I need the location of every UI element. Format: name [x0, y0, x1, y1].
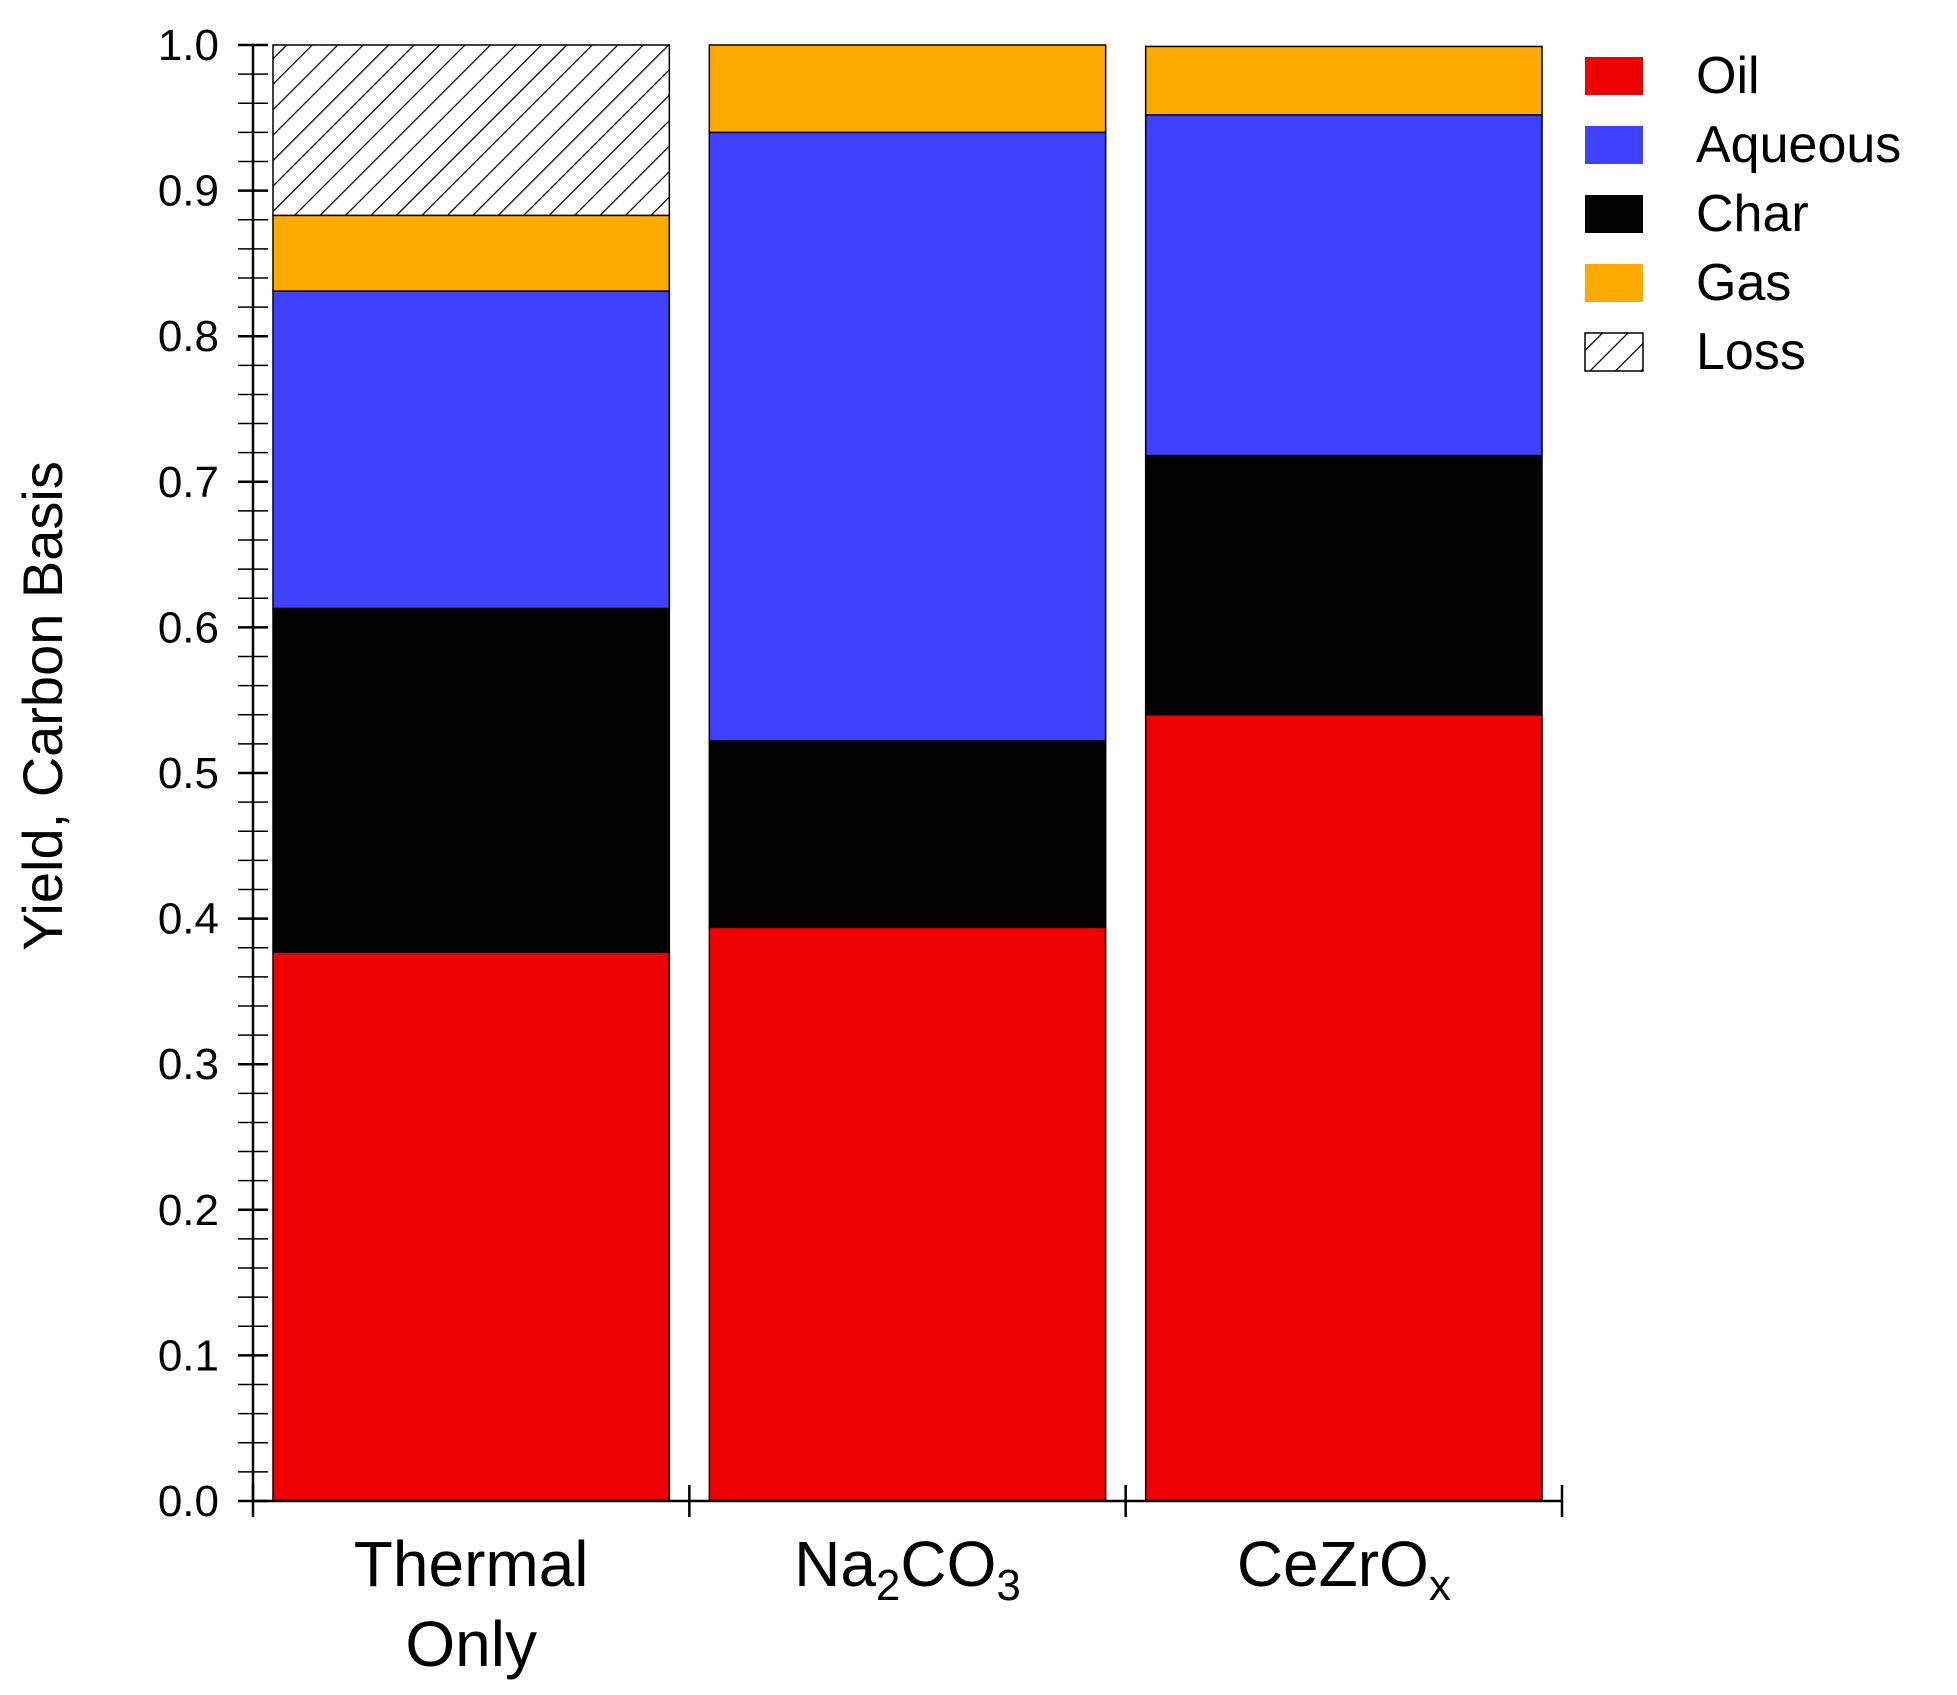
legend-item-char: Char: [1585, 185, 1809, 243]
y-tick-label: 0.7: [158, 458, 219, 507]
bar-gas-0: [272, 214, 671, 292]
y-tick-label: 0.6: [158, 603, 219, 652]
bar-aqueous-0: [272, 290, 671, 610]
legend-swatch: [1585, 126, 1643, 164]
x-category-label: CeZrOx: [1237, 1528, 1451, 1610]
legend: Oil Aqueous Char Gas Loss: [1584, 47, 1901, 381]
legend-label: Loss: [1696, 323, 1806, 381]
bar-char-1: [708, 740, 1107, 929]
x-category-label: Only: [405, 1608, 537, 1680]
y-axis-label: Yield, Carbon Basis: [11, 461, 74, 951]
bar-oil-2: [1144, 714, 1543, 1502]
x-axis: Thermal Only Na2CO3 CeZrOx: [251, 1485, 1564, 1680]
bar-oil-1: [708, 926, 1107, 1502]
legend-label: Aqueous: [1696, 116, 1901, 174]
y-tick-label: 0.9: [158, 167, 219, 216]
x-category-label: Thermal: [354, 1528, 589, 1600]
y-tick-label: 0.8: [158, 312, 219, 361]
y-tick-label: 0.2: [158, 1186, 219, 1235]
y-tick-label: 0.5: [158, 749, 219, 798]
y-tick-label: 0.1: [158, 1331, 219, 1380]
x-category-label: Na2CO3: [794, 1528, 1021, 1610]
legend-label: Oil: [1696, 47, 1760, 105]
bars-layer: [272, 44, 1543, 1502]
bar-aqueous-1: [708, 131, 1107, 742]
bar-oil-0: [272, 951, 671, 1502]
y-axis: 0.0 0.1 0.2 0.3 0.4 0.5 0.6 0.7 0.8 0.9 1.0: [158, 21, 268, 1526]
legend-item-gas: Gas: [1585, 254, 1791, 312]
legend-item-aqueous: Aqueous: [1585, 116, 1901, 174]
legend-label: Gas: [1696, 254, 1791, 312]
bar-char-2: [1144, 454, 1543, 716]
y-tick-label: 0.4: [158, 895, 219, 944]
legend-label: Char: [1696, 185, 1809, 243]
legend-swatch: [1585, 195, 1643, 233]
y-tick-label: 0.0: [158, 1477, 219, 1526]
bar-gas-1: [708, 44, 1107, 134]
legend-swatch: [1585, 57, 1643, 95]
legend-item-loss: Loss: [1584, 323, 1806, 381]
bar-aqueous-2: [1144, 114, 1543, 457]
bar-char-0: [272, 607, 671, 953]
bar-loss-0: [272, 44, 671, 217]
legend-item-oil: Oil: [1585, 47, 1760, 105]
legend-swatch: [1585, 264, 1643, 302]
bar-gas-2: [1144, 45, 1543, 116]
legend-swatch: [1584, 332, 1644, 372]
y-tick-label: 1.0: [158, 21, 219, 70]
y-tick-label: 0.3: [158, 1040, 219, 1089]
